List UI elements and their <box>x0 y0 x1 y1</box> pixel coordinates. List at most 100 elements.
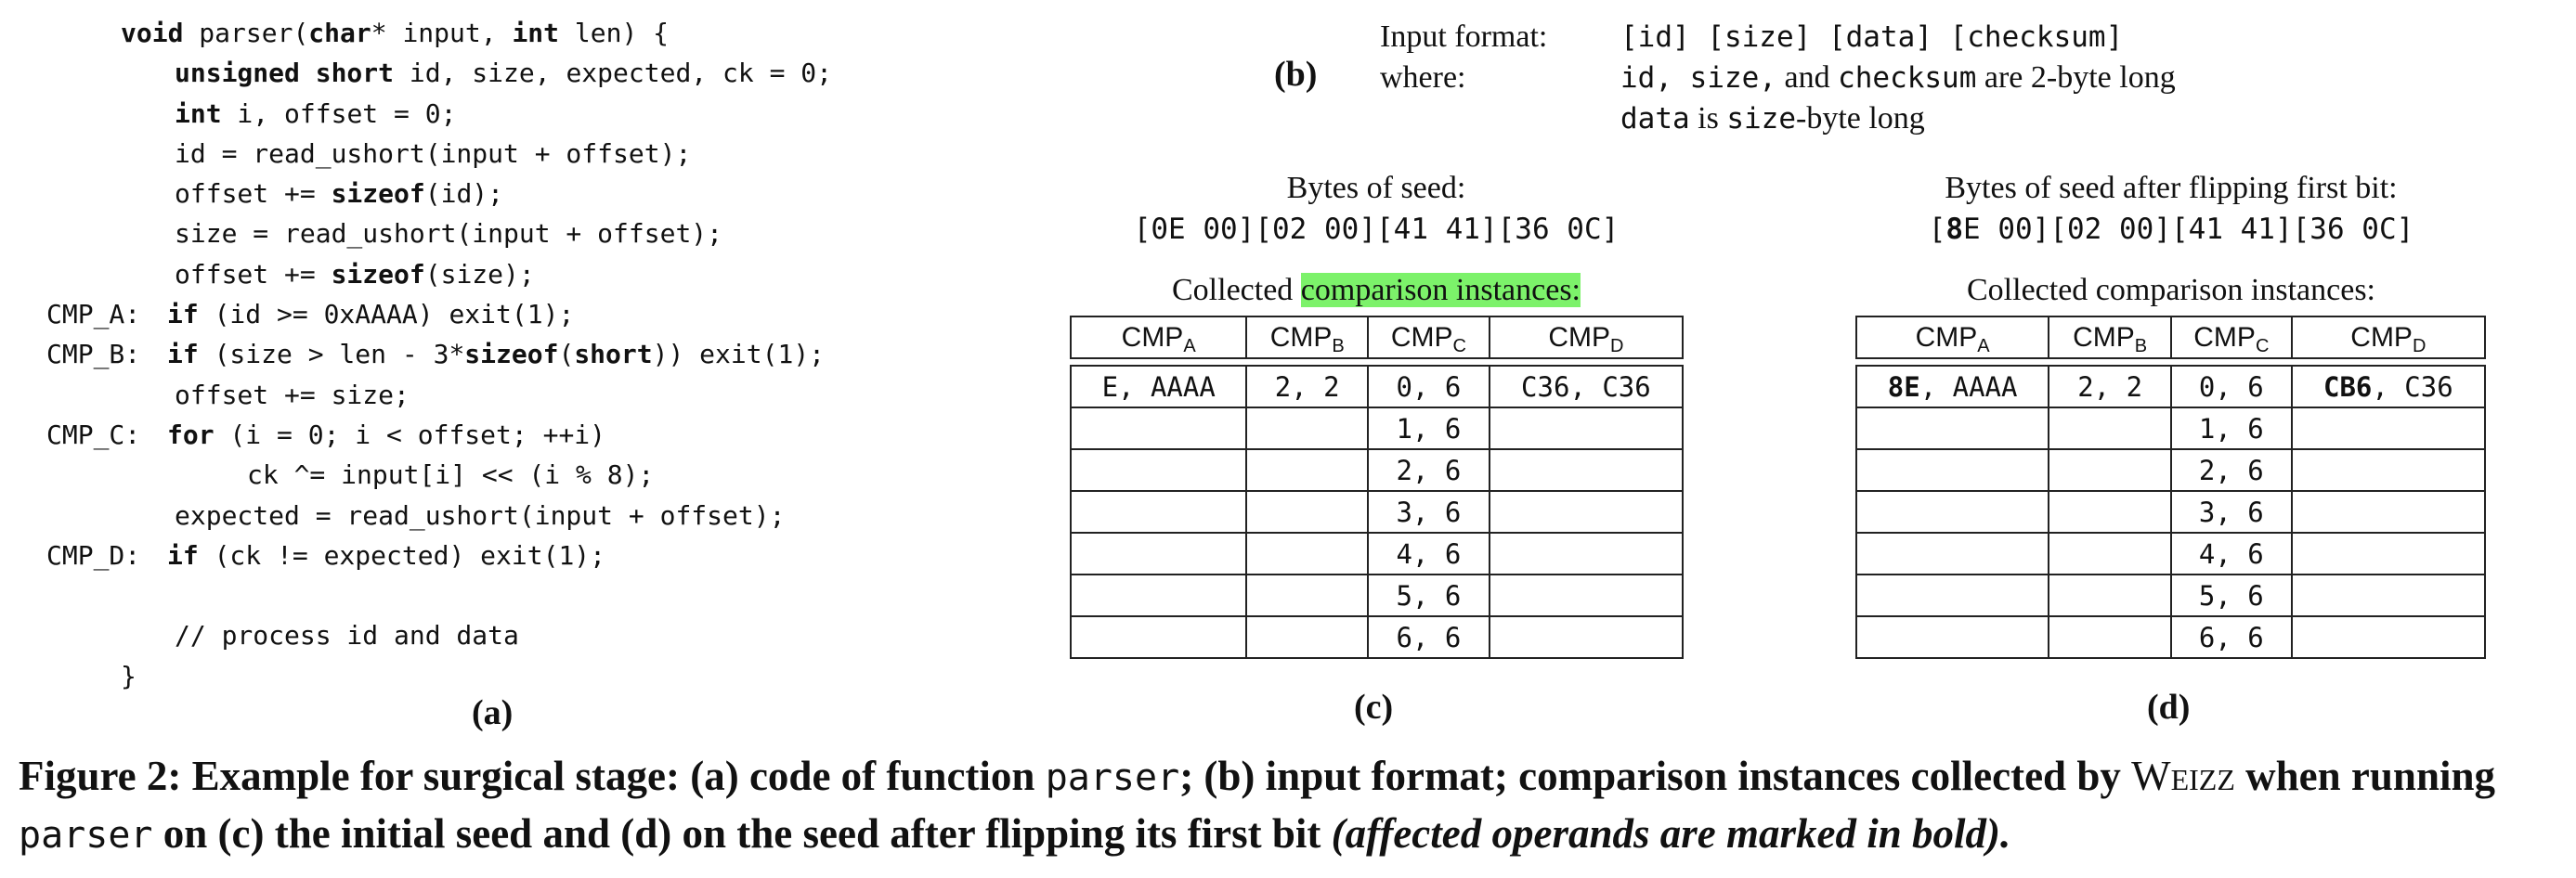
table-row: 5, 6 <box>1069 574 1685 617</box>
table-cell: 0, 6 <box>2169 365 2293 408</box>
table-cell <box>1488 407 1685 450</box>
code-text: offset += sizeof(id); <box>175 174 503 213</box>
table-cell <box>2048 615 2172 659</box>
code-line: id = read_ushort(input + offset); <box>46 134 832 174</box>
code-token: } <box>121 660 137 691</box>
header-subscript: A <box>1977 335 1990 356</box>
caption-tool-name: Weizz <box>2131 753 2235 799</box>
bytes-rest: E 00][02 00][41 41][36 0C] <box>1963 213 2414 246</box>
format-definition: [id] [size] [data] [checksum] <box>1620 20 2124 54</box>
gap-cell <box>1368 357 1490 367</box>
table-cell <box>1245 490 1370 534</box>
header-text: CMP <box>1390 321 1453 353</box>
code-keyword: if <box>167 539 199 571</box>
table-row: E, AAAA 2, 2 0, 6 C36, C36 <box>1069 365 1685 408</box>
table-cell <box>1245 574 1370 617</box>
code-text: if (id >= 0xAAAA) exit(1); <box>167 294 574 334</box>
table-cell <box>2048 490 2172 534</box>
code-line: ck ^= input[i] << (i % 8); <box>46 455 832 495</box>
code-line: offset += sizeof(id); <box>46 174 832 213</box>
table-cell: 6, 6 <box>1367 615 1490 659</box>
header-text: CMP <box>1269 321 1333 353</box>
table-gap <box>1856 357 2485 367</box>
code-keyword: sizeof <box>331 258 425 290</box>
caption-text: when running <box>2234 753 2495 799</box>
table-row: 6, 6 <box>1069 615 1685 659</box>
code-keyword: sizeof <box>464 339 559 370</box>
code-text: ck ^= input[i] << (i % 8); <box>247 455 654 495</box>
table-cell: 4, 6 <box>2169 532 2293 575</box>
format-mono: id, size, <box>1620 61 1776 95</box>
gap-cell <box>1856 357 2049 367</box>
code-text: // process id and data <box>175 615 519 655</box>
table-cell <box>1245 532 1370 575</box>
code-line: offset += size; <box>46 375 832 415</box>
gap-cell <box>2049 357 2171 367</box>
table-cell <box>1069 407 1248 450</box>
table-row: 1, 6 <box>1854 407 2487 450</box>
header-text: CMP <box>2350 321 2413 353</box>
caption-text: ; (b) input format; comparison instances… <box>1179 753 2132 799</box>
format-term-input: Input format: <box>1380 19 1548 54</box>
table-cell: 4, 6 <box>1367 532 1490 575</box>
code-text: expected = read_ushort(input + offset); <box>175 496 785 536</box>
code-keyword: short <box>574 339 653 370</box>
table-cell <box>1245 448 1370 492</box>
code-text: id = read_ushort(input + offset); <box>175 134 691 174</box>
comparison-table-initial: CMPA CMPB CMPC CMPD E, AAAA 2, 2 0, 6 C36, C36… <box>1069 316 1685 659</box>
table-cell <box>2048 407 2172 450</box>
table-cell: 6, 6 <box>2169 615 2293 659</box>
table-cell <box>2048 448 2172 492</box>
code-token: // process id and data <box>175 620 519 652</box>
table-cell: 1, 6 <box>1367 407 1490 450</box>
format-mono: size <box>1726 102 1796 136</box>
table-cell: 3, 6 <box>1367 490 1490 534</box>
code-label: CMP_C: <box>46 419 141 450</box>
code-text: int i, offset = 0; <box>175 94 456 134</box>
table-cell: 8E, AAAA <box>1854 365 2050 408</box>
table-cell: 2, 2 <box>2048 365 2172 408</box>
header-subscript: C <box>2255 335 2270 356</box>
header-subscript: D <box>1609 335 1624 356</box>
column-header-cmp-c: CMPC <box>1367 316 1490 359</box>
code-line: CMP_D: if (ck != expected) exit(1); <box>46 536 832 575</box>
header-subscript: D <box>2412 335 2426 356</box>
table-row: 8E, AAAA 2, 2 0, 6 CB6, C36 <box>1854 365 2487 408</box>
seed-heading: Bytes of seed: <box>1286 171 1466 205</box>
code-keyword: if <box>167 339 199 370</box>
table-cell <box>1854 574 2050 617</box>
code-line: CMP_B: if (size > len - 3*sizeof(short)) … <box>46 334 832 374</box>
code-keyword: void <box>121 18 184 48</box>
code-token: ( <box>558 339 575 370</box>
format-mono: data <box>1620 102 1690 136</box>
code-token: offset += <box>175 178 332 210</box>
format-term-where: where: <box>1380 60 1466 95</box>
code-label: CMP_B: <box>46 339 141 370</box>
seed-flipped-heading: Bytes of seed after flipping first bit: <box>1945 171 2398 205</box>
table-cell <box>1488 615 1685 659</box>
code-keyword: char <box>308 18 371 48</box>
column-header-cmp-b: CMPB <box>2048 316 2172 359</box>
code-line: unsigned short id, size, expected, ck = … <box>46 53 832 93</box>
format-line-2: id, size, and checksum are 2-byte long <box>1620 59 2176 97</box>
table-cell: 2, 6 <box>2169 448 2293 492</box>
table-cell: 0, 6 <box>1367 365 1490 408</box>
table-cell <box>2290 407 2487 450</box>
code-text: if (ck != expected) exit(1); <box>167 536 605 575</box>
table-cell <box>1069 574 1248 617</box>
code-token: (size > len - 3* <box>198 339 465 370</box>
format-text: -byte long <box>1796 101 1925 136</box>
code-token: offset += <box>175 258 332 290</box>
gap-cell <box>1071 357 1247 367</box>
seed-flipped-bytes: [8E 00][02 00][41 41][36 0C] <box>1809 211 2533 248</box>
column-header-cmp-c: CMPC <box>2169 316 2293 359</box>
table-cell <box>1245 615 1370 659</box>
format-and: and <box>1776 60 1839 95</box>
caption-text: Figure 2: Example for surgical stage: (a… <box>19 753 1046 799</box>
bytes-prefix: [ <box>1928 213 1946 246</box>
code-token: )) exit(1); <box>652 339 826 370</box>
header-text: CMP <box>1548 321 1610 353</box>
code-token: expected = read_ushort(input + offset); <box>175 499 786 531</box>
comparison-table-flipped: CMPA CMPB CMPC CMPD 8E, AAAA 2, 2 0, 6 CB6, C3… <box>1854 316 2487 659</box>
table-cell <box>1854 615 2050 659</box>
